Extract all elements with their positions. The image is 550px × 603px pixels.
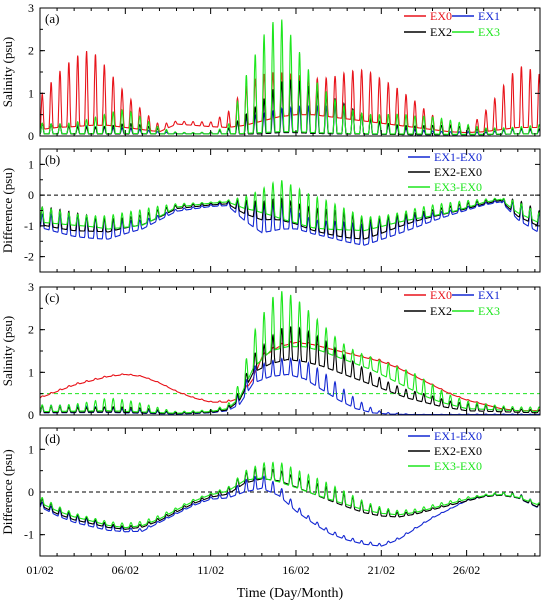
legend: EX0 EX1 EX2 EX3	[404, 288, 500, 318]
legend-label: EX1-EX0	[434, 150, 482, 164]
y-axis-label: Salinity (psu)	[0, 37, 15, 107]
x-tick-label: 01/02	[26, 563, 53, 577]
y-tick-label: 0	[28, 408, 34, 422]
y-tick-label: 0	[28, 485, 34, 499]
legend-label: EX3-EX0	[434, 459, 482, 473]
y-axis-label: Difference (psu)	[0, 449, 15, 534]
legend-label: EX0	[430, 9, 452, 23]
panel-label: (b)	[45, 152, 60, 167]
legend: EX0 EX1 EX2 EX3	[404, 9, 500, 39]
series-line-ex3	[40, 19, 540, 135]
y-tick-label: 2	[28, 44, 34, 58]
series-line-ex1	[40, 357, 540, 415]
panel-0: 0 1 2 3 Salinity (psu) (a) EX0 EX1 EX2 EX3	[0, 1, 541, 143]
y-axis-label: Salinity (psu)	[0, 316, 15, 386]
panel-label: (c)	[45, 290, 59, 305]
series-line-ex3	[40, 291, 540, 414]
y-tick-label: 2	[28, 323, 34, 337]
y-tick-label: 0	[28, 129, 34, 143]
panel-3: -1 0 1 01/02 06/02 11/02 16/02 21/02 26/02 Differ…	[0, 427, 541, 577]
legend-label: EX3	[478, 304, 500, 318]
y-tick-label: 3	[28, 280, 34, 294]
y-tick-label: 0	[28, 188, 34, 202]
series-line-ex3-ex0	[40, 461, 540, 529]
y-tick-label: 1	[28, 157, 34, 171]
legend-label: EX0	[430, 288, 452, 302]
legend-label: EX1	[478, 288, 500, 302]
y-axis-label: Difference (psu)	[0, 168, 15, 253]
x-tick-label: 21/02	[368, 563, 395, 577]
series-line-ex0	[40, 340, 540, 412]
legend-label: EX2-EX0	[434, 444, 482, 458]
legend-label: EX1-EX0	[434, 429, 482, 443]
y-tick-label: -2	[24, 250, 34, 264]
series-line-ex1-ex0	[40, 475, 540, 547]
y-tick-label: -1	[24, 528, 34, 542]
x-tick-label: 06/02	[112, 563, 139, 577]
y-tick-label: 1	[28, 365, 34, 379]
x-tick-label: 26/02	[453, 563, 480, 577]
panel-label: (a)	[45, 11, 59, 26]
legend-label: EX3-EX0	[434, 180, 482, 194]
legend-label: EX1	[478, 9, 500, 23]
x-tick-label: 11/02	[197, 563, 224, 577]
legend-label: EX2	[430, 25, 452, 39]
y-tick-label: -1	[24, 219, 34, 233]
legend-label: EX3	[478, 25, 500, 39]
y-tick-label: 1	[28, 442, 34, 456]
panel-2: 0 1 2 3 Salinity (psu) (c) EX0 EX1 EX2 EX3	[0, 280, 541, 422]
series-line-ex2	[40, 326, 540, 415]
x-axis-label: Time (Day/Month)	[237, 586, 344, 601]
legend-label: EX2	[430, 304, 452, 318]
legend-label: EX2-EX0	[434, 165, 482, 179]
panel-label: (d)	[45, 431, 60, 446]
x-tick-label: 16/02	[282, 563, 309, 577]
y-tick-label: 1	[28, 86, 34, 100]
y-tick-label: 3	[28, 1, 34, 15]
series-line-ex3-ex0	[40, 180, 540, 232]
panel-1: -2 -1 0 1 Difference (psu) (b) EX1-EX0EX2-EX0E…	[0, 148, 541, 273]
series-line-ex2-ex0	[40, 467, 540, 530]
